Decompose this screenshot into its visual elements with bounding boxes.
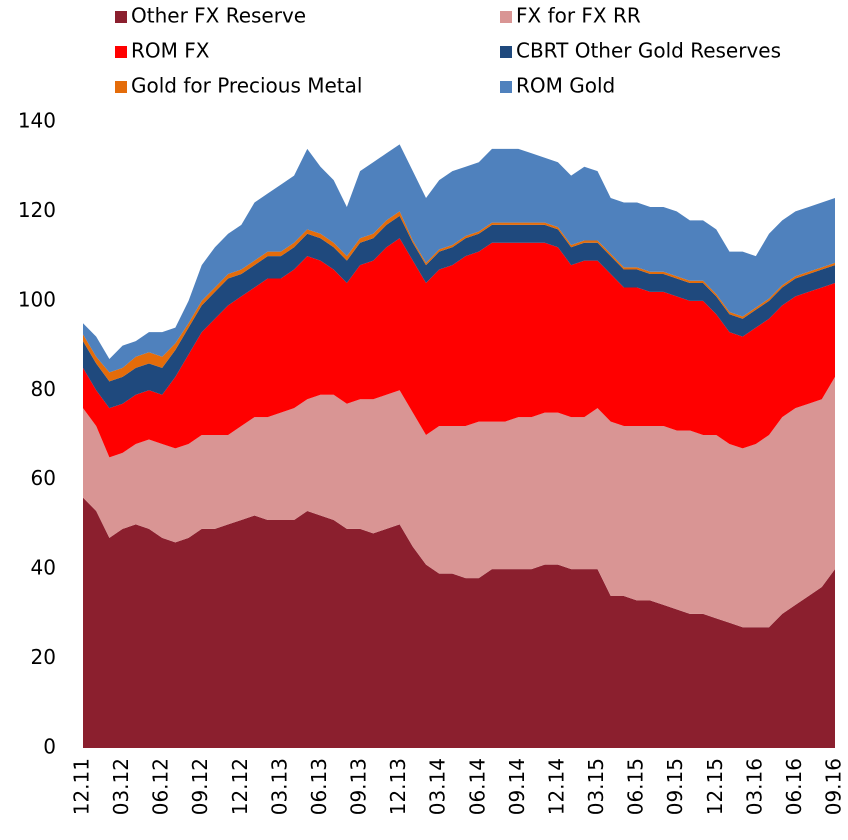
legend-swatch bbox=[115, 46, 127, 58]
legend-swatch bbox=[500, 11, 512, 23]
x-tick-label: 03.14 bbox=[426, 758, 450, 815]
y-tick-label: 80 bbox=[31, 377, 56, 401]
x-tick-label: 03.16 bbox=[742, 758, 766, 815]
area bbox=[83, 215, 835, 409]
legend-label: Other FX Reserve bbox=[131, 4, 306, 28]
legend-swatch bbox=[115, 11, 127, 23]
y-tick-label: 20 bbox=[31, 645, 56, 669]
x-tick-label: 09.12 bbox=[188, 758, 212, 815]
x-tick-label: 06.15 bbox=[624, 758, 648, 815]
legend-label: CBRT Other Gold Reserves bbox=[516, 39, 781, 63]
x-tick-label: 12.11 bbox=[70, 758, 94, 815]
x-tick-label: 03.15 bbox=[584, 758, 608, 815]
area bbox=[83, 144, 835, 373]
x-tick-label: 12.13 bbox=[386, 758, 410, 815]
y-tick-label: 60 bbox=[31, 466, 56, 490]
area bbox=[83, 376, 835, 628]
x-tick-label: 06.14 bbox=[465, 758, 489, 815]
y-tick-label: 120 bbox=[18, 198, 56, 222]
x-tick-label: 06.13 bbox=[307, 758, 331, 815]
x-tick-label: 12.14 bbox=[544, 758, 568, 815]
y-tick-label: 100 bbox=[18, 287, 56, 311]
x-tick-label: 12.15 bbox=[703, 758, 727, 815]
x-tick-label: 06.16 bbox=[782, 758, 806, 815]
x-tick-label: 09.14 bbox=[505, 758, 529, 815]
x-tick-label: 06.12 bbox=[149, 758, 173, 815]
area bbox=[83, 238, 835, 458]
legend-label: Gold for Precious Metal bbox=[131, 74, 362, 98]
area bbox=[83, 211, 835, 382]
y-tick-label: 140 bbox=[18, 109, 56, 133]
legend-swatch bbox=[115, 81, 127, 93]
x-tick-label: 09.13 bbox=[347, 758, 371, 815]
x-tick-label: 09.15 bbox=[663, 758, 687, 815]
x-tick-label: 09.16 bbox=[822, 758, 846, 815]
legend-swatch bbox=[500, 81, 512, 93]
legend-label: ROM Gold bbox=[516, 74, 615, 98]
x-tick-label: 12.12 bbox=[228, 758, 252, 815]
legend-label: ROM FX bbox=[131, 39, 210, 63]
legend-label: FX for FX RR bbox=[516, 4, 641, 28]
y-tick-label: 0 bbox=[43, 735, 56, 759]
x-tick-label: 03.13 bbox=[267, 758, 291, 815]
y-tick-label: 40 bbox=[31, 556, 56, 580]
area bbox=[83, 497, 835, 748]
x-tick-label: 03.12 bbox=[109, 758, 133, 815]
legend-swatch bbox=[500, 46, 512, 58]
